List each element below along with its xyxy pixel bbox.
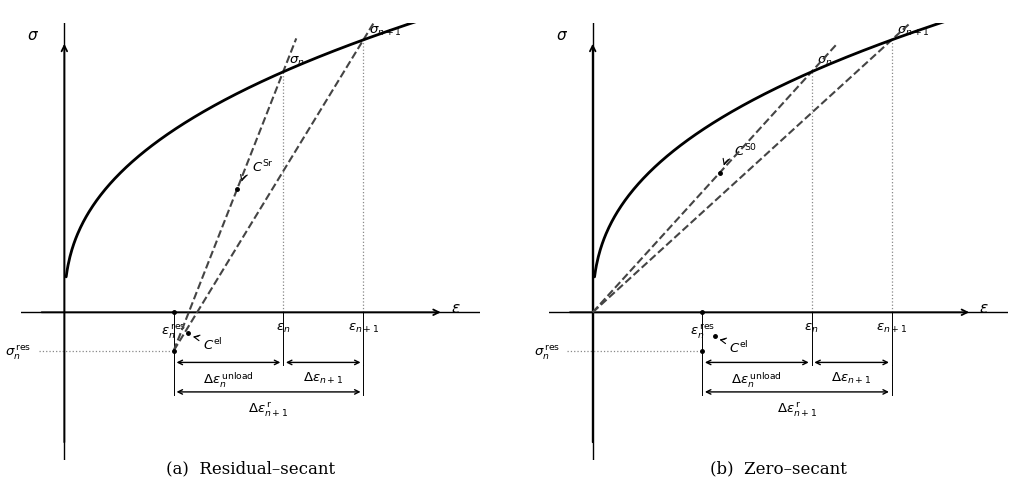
Text: $\varepsilon_n$: $\varepsilon_n$ <box>276 321 290 334</box>
Text: $\sigma$: $\sigma$ <box>28 29 39 44</box>
Text: $C^{\mathrm{el}}$: $C^{\mathrm{el}}$ <box>203 336 222 352</box>
Text: $\sigma_n^{\,\mathrm{res}}$: $\sigma_n^{\,\mathrm{res}}$ <box>533 342 560 360</box>
Text: $\varepsilon_n$: $\varepsilon_n$ <box>805 321 819 334</box>
Text: $C^{\mathrm{Sr}}$: $C^{\mathrm{Sr}}$ <box>252 158 274 175</box>
Text: $\varepsilon_{n+1}$: $\varepsilon_{n+1}$ <box>876 321 908 334</box>
Text: $\Delta\varepsilon_{n+1}^{\,\mathrm{r}}$: $\Delta\varepsilon_{n+1}^{\,\mathrm{r}}$ <box>248 399 289 417</box>
Text: $\sigma$: $\sigma$ <box>556 29 568 44</box>
Text: $\Delta\varepsilon_{n+1}$: $\Delta\varepsilon_{n+1}$ <box>303 370 344 385</box>
Text: $\varepsilon_n^{\,\mathrm{res}}$: $\varepsilon_n^{\,\mathrm{res}}$ <box>689 321 715 339</box>
Text: $\sigma_{n+1}$: $\sigma_{n+1}$ <box>368 25 401 38</box>
Text: $\sigma_n$: $\sigma_n$ <box>288 55 305 68</box>
Text: $\Delta\varepsilon_n^{\,\mathrm{unload}}$: $\Delta\varepsilon_n^{\,\mathrm{unload}}… <box>203 370 254 390</box>
Text: (b)  Zero–secant: (b) Zero–secant <box>710 460 847 477</box>
Text: $\varepsilon_n^{\,\mathrm{res}}$: $\varepsilon_n^{\,\mathrm{res}}$ <box>162 321 186 339</box>
Text: $\varepsilon_{n+1}$: $\varepsilon_{n+1}$ <box>348 321 379 334</box>
Text: $\sigma_n$: $\sigma_n$ <box>817 55 832 68</box>
Text: (a)  Residual–secant: (a) Residual–secant <box>166 460 334 477</box>
Text: $\Delta\varepsilon_n^{\,\mathrm{unload}}$: $\Delta\varepsilon_n^{\,\mathrm{unload}}… <box>732 370 782 390</box>
Text: $\Delta\varepsilon_{n+1}^{\,\mathrm{r}}$: $\Delta\varepsilon_{n+1}^{\,\mathrm{r}}$ <box>777 399 817 417</box>
Text: $C^{\mathrm{S0}}$: $C^{\mathrm{S0}}$ <box>735 142 757 159</box>
Text: $\varepsilon$: $\varepsilon$ <box>451 301 461 316</box>
Text: $\varepsilon$: $\varepsilon$ <box>980 301 989 316</box>
Text: $\Delta\varepsilon_{n+1}$: $\Delta\varepsilon_{n+1}$ <box>831 370 872 385</box>
Text: $\sigma_n^{\,\mathrm{res}}$: $\sigma_n^{\,\mathrm{res}}$ <box>5 342 32 360</box>
Text: $C^{\mathrm{el}}$: $C^{\mathrm{el}}$ <box>730 339 749 355</box>
Text: $\sigma_{n+1}$: $\sigma_{n+1}$ <box>897 25 930 38</box>
